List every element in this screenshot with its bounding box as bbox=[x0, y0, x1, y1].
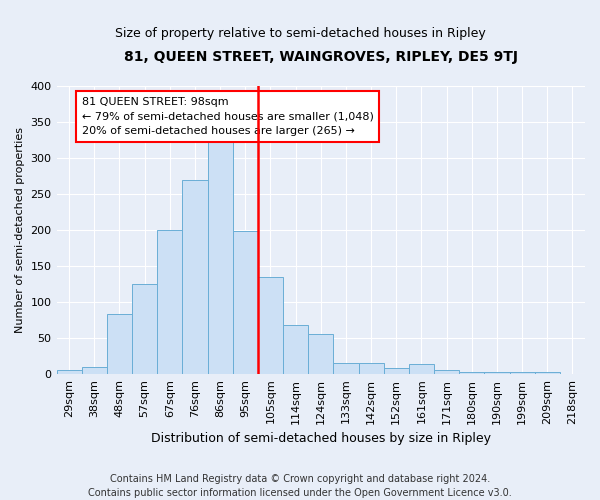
Bar bbox=[308, 334, 334, 374]
Text: 81 QUEEN STREET: 98sqm
← 79% of semi-detached houses are smaller (1,048)
20% of : 81 QUEEN STREET: 98sqm ← 79% of semi-det… bbox=[82, 97, 374, 136]
Bar bbox=[359, 363, 383, 374]
Title: 81, QUEEN STREET, WAINGROVES, RIPLEY, DE5 9TJ: 81, QUEEN STREET, WAINGROVES, RIPLEY, DE… bbox=[124, 50, 518, 64]
Bar bbox=[409, 364, 434, 374]
Bar bbox=[208, 140, 233, 374]
Bar bbox=[383, 368, 409, 374]
Bar bbox=[334, 363, 359, 374]
Bar bbox=[509, 372, 535, 374]
Bar bbox=[459, 372, 484, 374]
Bar bbox=[434, 370, 459, 374]
Bar bbox=[258, 276, 283, 374]
Text: Contains HM Land Registry data © Crown copyright and database right 2024.
Contai: Contains HM Land Registry data © Crown c… bbox=[88, 474, 512, 498]
X-axis label: Distribution of semi-detached houses by size in Ripley: Distribution of semi-detached houses by … bbox=[151, 432, 491, 445]
Bar bbox=[56, 370, 82, 374]
Bar bbox=[233, 232, 258, 374]
Bar bbox=[132, 284, 157, 374]
Bar bbox=[182, 180, 208, 374]
Bar bbox=[107, 314, 132, 374]
Bar bbox=[157, 230, 182, 374]
Text: Size of property relative to semi-detached houses in Ripley: Size of property relative to semi-detach… bbox=[115, 28, 485, 40]
Bar bbox=[82, 366, 107, 374]
Bar bbox=[283, 325, 308, 374]
Bar bbox=[535, 372, 560, 374]
Bar bbox=[484, 372, 509, 374]
Y-axis label: Number of semi-detached properties: Number of semi-detached properties bbox=[15, 127, 25, 333]
